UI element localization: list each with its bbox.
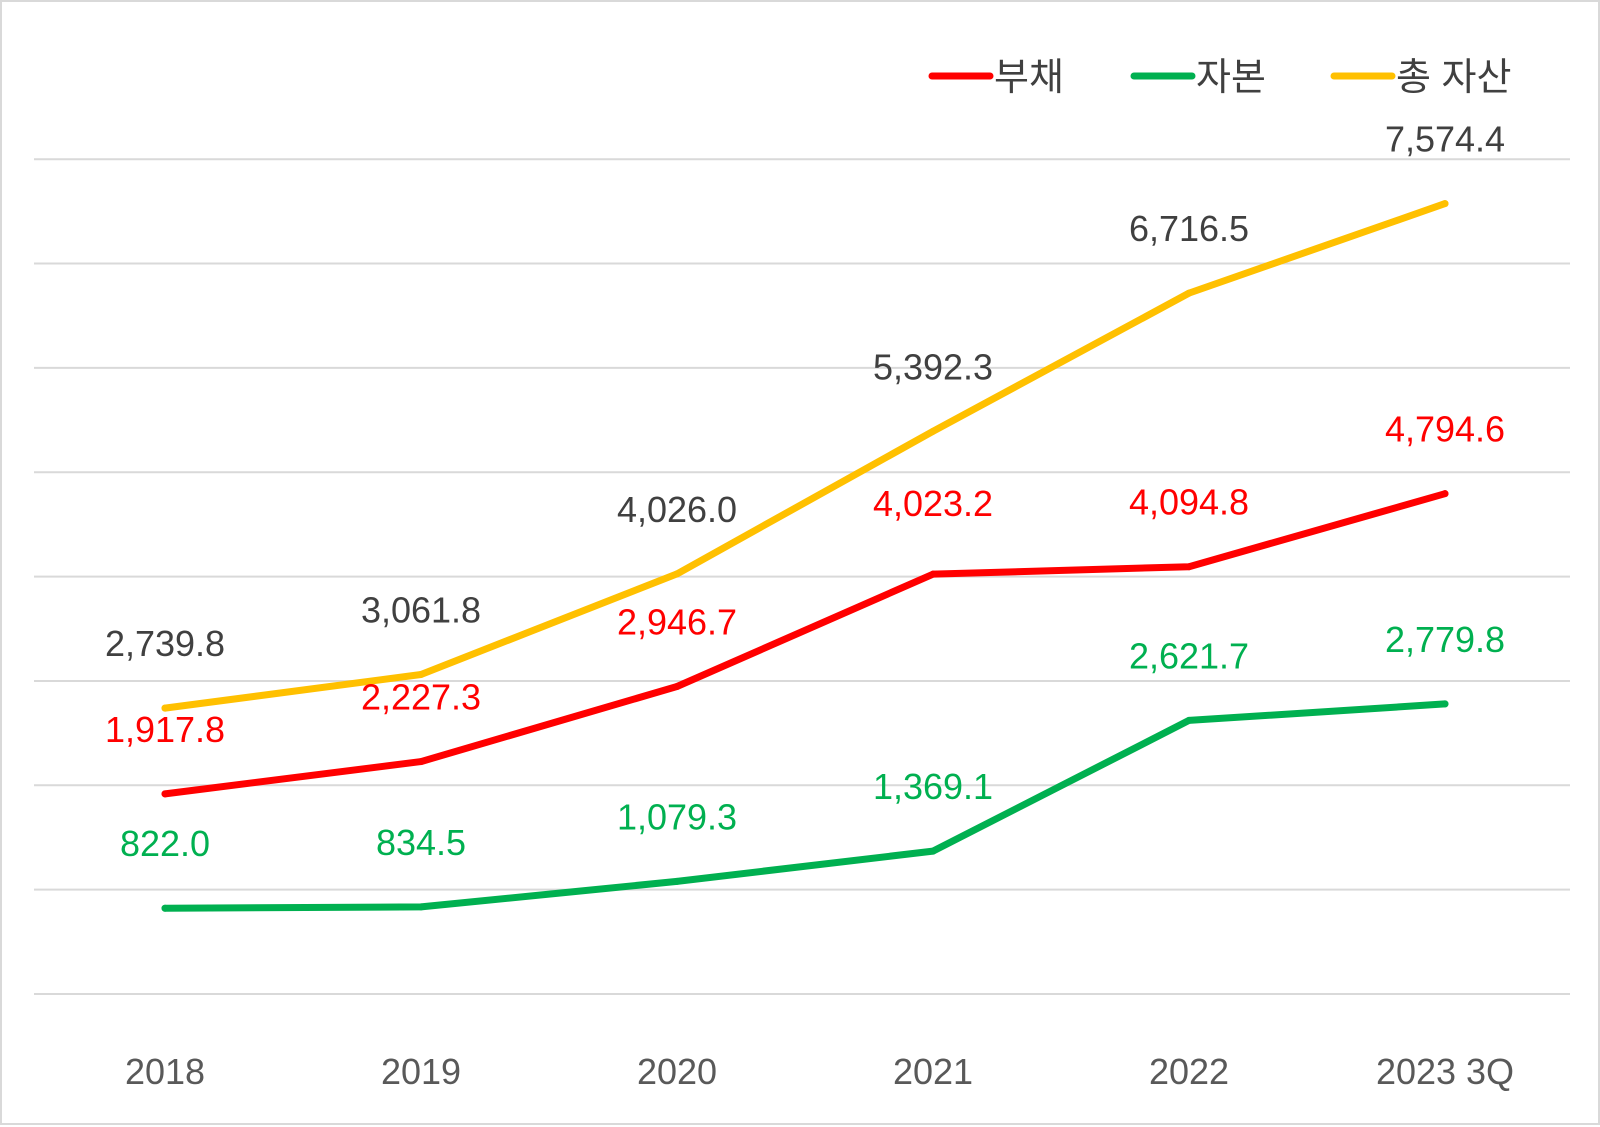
legend-label: 부채 xyxy=(994,57,1064,99)
data-label: 4,094.8 xyxy=(1129,482,1249,523)
data-label: 4,026.0 xyxy=(617,489,737,530)
data-point xyxy=(161,904,169,912)
data-point xyxy=(161,704,169,712)
data-label: 7,574.4 xyxy=(1385,119,1505,160)
x-tick-label: 2019 xyxy=(381,1051,461,1092)
data-label: 5,392.3 xyxy=(873,346,993,387)
series-line xyxy=(161,700,1449,912)
data-label: 2,779.8 xyxy=(1385,619,1505,660)
x-tick-label: 2022 xyxy=(1149,1051,1229,1092)
data-label: 1,917.8 xyxy=(105,709,225,750)
data-label: 1,369.1 xyxy=(873,766,993,807)
data-point xyxy=(929,570,937,578)
data-point xyxy=(929,427,937,435)
data-label: 2,621.7 xyxy=(1129,635,1249,676)
data-point xyxy=(417,903,425,911)
data-point xyxy=(1185,716,1193,724)
data-label: 4,794.6 xyxy=(1385,409,1505,450)
data-point xyxy=(673,877,681,885)
legend-label: 자본 xyxy=(1196,57,1266,99)
legend-label: 총 자산 xyxy=(1396,57,1511,99)
data-point xyxy=(161,790,169,798)
data-point xyxy=(929,847,937,855)
x-tick-label: 2020 xyxy=(637,1051,717,1092)
data-point xyxy=(1185,563,1193,571)
series-line xyxy=(161,490,1449,798)
data-point xyxy=(1441,490,1449,498)
data-label: 6,716.5 xyxy=(1129,208,1249,249)
data-point xyxy=(673,683,681,691)
data-label: 834.5 xyxy=(376,822,466,863)
data-point xyxy=(673,570,681,578)
data-point xyxy=(417,758,425,766)
data-label: 1,079.3 xyxy=(617,796,737,837)
data-label: 822.0 xyxy=(120,823,210,864)
x-tick-label: 2023 3Q xyxy=(1376,1051,1514,1092)
data-point xyxy=(417,671,425,679)
data-label: 2,739.8 xyxy=(105,623,225,664)
data-label: 2,946.7 xyxy=(617,602,737,643)
data-point xyxy=(1185,289,1193,297)
series-line xyxy=(161,200,1449,712)
data-label: 3,061.8 xyxy=(361,590,481,631)
data-point xyxy=(1441,200,1449,208)
x-tick-label: 2018 xyxy=(125,1051,205,1092)
x-tick-label: 2021 xyxy=(893,1051,973,1092)
data-label: 4,023.2 xyxy=(873,483,993,524)
data-point xyxy=(1441,700,1449,708)
data-label: 2,227.3 xyxy=(361,677,481,718)
